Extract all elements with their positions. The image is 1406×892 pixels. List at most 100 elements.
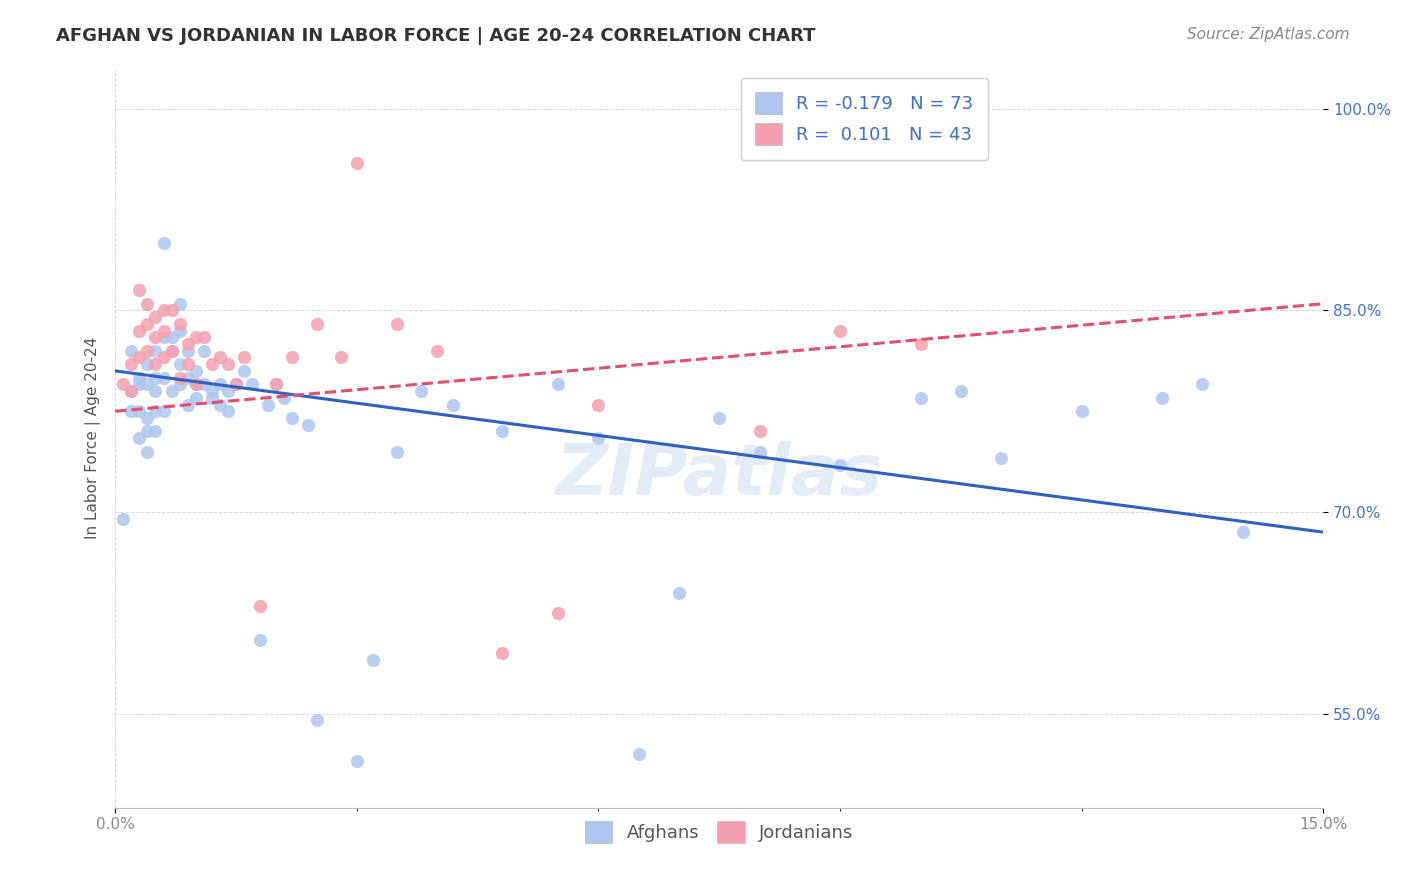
Point	[112, 377, 135, 392]
Point	[145, 425, 167, 439]
Point	[152, 370, 174, 384]
Point	[176, 343, 198, 358]
Point	[128, 377, 150, 392]
Point	[184, 364, 207, 378]
Point	[145, 404, 167, 418]
Point	[910, 337, 932, 351]
Point	[152, 351, 174, 365]
Point	[281, 351, 304, 365]
Point	[264, 377, 287, 392]
Point	[160, 330, 183, 344]
Point	[249, 632, 271, 647]
Point	[145, 343, 167, 358]
Point	[184, 330, 207, 344]
Point	[136, 343, 159, 358]
Point	[385, 317, 408, 331]
Legend: R = -0.179   N = 73, R =  0.101   N = 43: R = -0.179 N = 73, R = 0.101 N = 43	[741, 78, 988, 160]
Point	[547, 377, 569, 392]
Point	[361, 653, 384, 667]
Point	[208, 397, 231, 411]
Point	[128, 404, 150, 418]
Point	[346, 155, 368, 169]
Point	[176, 370, 198, 384]
Point	[588, 397, 610, 411]
Point	[411, 384, 433, 398]
Point	[120, 357, 142, 371]
Point	[305, 714, 328, 728]
Point	[160, 384, 183, 398]
Point	[208, 351, 231, 365]
Point	[128, 431, 150, 445]
Point	[169, 377, 191, 392]
Point	[443, 397, 465, 411]
Point	[217, 357, 239, 371]
Point	[491, 425, 513, 439]
Point	[828, 324, 851, 338]
Point	[225, 377, 247, 392]
Point	[145, 384, 167, 398]
Point	[233, 364, 256, 378]
Point	[257, 397, 280, 411]
Text: Source: ZipAtlas.com: Source: ZipAtlas.com	[1187, 27, 1350, 42]
Point	[145, 370, 167, 384]
Point	[281, 411, 304, 425]
Point	[588, 431, 610, 445]
Point	[128, 283, 150, 297]
Point	[120, 384, 142, 398]
Point	[136, 411, 159, 425]
Point	[748, 444, 770, 458]
Text: ZIPatlas: ZIPatlas	[555, 441, 883, 509]
Point	[273, 391, 295, 405]
Point	[193, 343, 215, 358]
Point	[120, 343, 142, 358]
Point	[145, 310, 167, 325]
Point	[426, 343, 449, 358]
Point	[1070, 404, 1092, 418]
Point	[160, 303, 183, 318]
Y-axis label: In Labor Force | Age 20-24: In Labor Force | Age 20-24	[86, 337, 101, 540]
Point	[128, 370, 150, 384]
Point	[184, 377, 207, 392]
Point	[152, 404, 174, 418]
Point	[201, 391, 224, 405]
Text: AFGHAN VS JORDANIAN IN LABOR FORCE | AGE 20-24 CORRELATION CHART: AFGHAN VS JORDANIAN IN LABOR FORCE | AGE…	[56, 27, 815, 45]
Point	[910, 391, 932, 405]
Point	[184, 377, 207, 392]
Point	[264, 377, 287, 392]
Point	[385, 444, 408, 458]
Point	[949, 384, 972, 398]
Point	[225, 377, 247, 392]
Point	[547, 606, 569, 620]
Point	[201, 384, 224, 398]
Point	[1232, 525, 1254, 540]
Point	[136, 425, 159, 439]
Point	[176, 357, 198, 371]
Point	[184, 391, 207, 405]
Point	[1191, 377, 1213, 392]
Point	[249, 599, 271, 613]
Point	[169, 296, 191, 310]
Point	[193, 377, 215, 392]
Point	[152, 324, 174, 338]
Point	[217, 404, 239, 418]
Point	[160, 343, 183, 358]
Point	[297, 417, 319, 432]
Point	[160, 343, 183, 358]
Point	[217, 384, 239, 398]
Point	[208, 377, 231, 392]
Point	[201, 357, 224, 371]
Point	[136, 444, 159, 458]
Point	[176, 397, 198, 411]
Point	[748, 425, 770, 439]
Point	[152, 330, 174, 344]
Point	[709, 411, 731, 425]
Point	[828, 458, 851, 472]
Point	[152, 303, 174, 318]
Point	[169, 324, 191, 338]
Point	[112, 512, 135, 526]
Point	[128, 324, 150, 338]
Point	[136, 377, 159, 392]
Point	[329, 351, 352, 365]
Point	[128, 351, 150, 365]
Point	[668, 585, 690, 599]
